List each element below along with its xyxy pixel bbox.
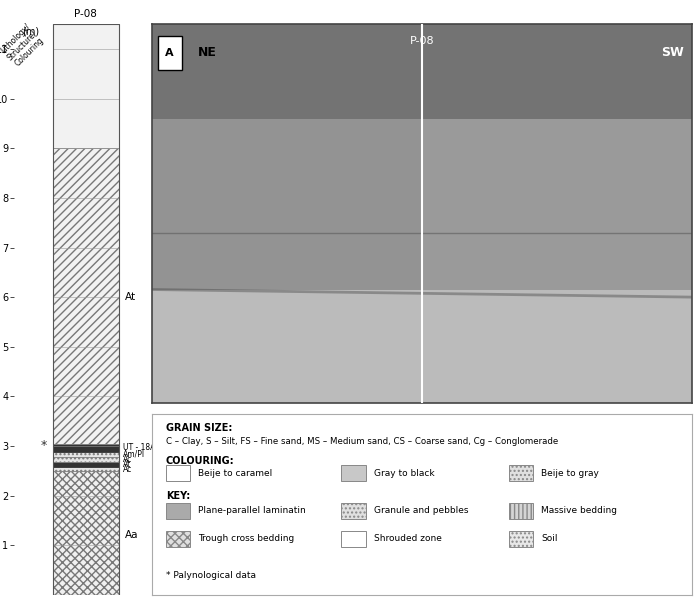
Bar (509, 531, 533, 547)
Text: Trough cross bedding: Trough cross bedding (199, 534, 294, 543)
Text: Granule and pebbles: Granule and pebbles (374, 506, 468, 515)
Text: C – Clay, S – Silt, FS – Fine sand, MS – Medium sand, CS – Coarse sand, Cg – Con: C – Clay, S – Silt, FS – Fine sand, MS –… (166, 437, 559, 446)
Text: Am/Pl: Am/Pl (123, 450, 145, 459)
Bar (422, 119, 692, 290)
Text: Massive bedding: Massive bedding (541, 506, 617, 515)
Text: KEY:: KEY: (166, 491, 190, 501)
Text: A: A (166, 48, 174, 58)
Text: Beije to caramel: Beije to caramel (199, 469, 273, 478)
Text: P-08: P-08 (410, 36, 435, 46)
Bar (341, 465, 366, 481)
Text: Soil: Soil (541, 534, 557, 543)
Text: * Palynological data: * Palynological data (166, 571, 256, 580)
Bar (166, 531, 190, 547)
Bar (52, 24, 120, 595)
Text: COLOURING:: COLOURING: (166, 456, 235, 466)
Bar (152, 290, 692, 403)
Text: *: * (41, 438, 48, 452)
Bar (166, 465, 190, 481)
Text: SW: SW (661, 46, 684, 59)
Text: Ac: Ac (123, 465, 132, 474)
Text: Aa: Aa (124, 531, 138, 540)
Text: Gray to black: Gray to black (374, 469, 434, 478)
Text: UT - 18A: UT - 18A (123, 443, 156, 452)
Text: GRAIN SIZE:: GRAIN SIZE: (166, 422, 232, 433)
Bar (52, 24, 120, 148)
Bar (341, 503, 366, 519)
Bar (509, 503, 533, 519)
Text: Lithology/
Structure/
Colouring: Lithology/ Structure/ Colouring (0, 22, 46, 70)
Bar (52, 462, 120, 467)
Bar (52, 444, 120, 452)
Bar (52, 471, 120, 595)
Text: Plane-parallel laminatin: Plane-parallel laminatin (199, 506, 306, 515)
Bar (52, 452, 120, 457)
Bar (341, 531, 366, 547)
Bar (52, 148, 120, 444)
Text: At: At (123, 460, 131, 469)
Text: At: At (124, 292, 136, 302)
Bar (52, 467, 120, 471)
Bar (152, 24, 692, 119)
Bar (158, 36, 182, 70)
Text: (m): (m) (22, 27, 39, 36)
Bar (152, 119, 422, 290)
Bar (166, 503, 190, 519)
Text: Ac: Ac (123, 455, 132, 464)
Bar (509, 465, 533, 481)
Text: P-08: P-08 (75, 9, 97, 19)
Text: Shrouded zone: Shrouded zone (374, 534, 442, 543)
Text: Beije to gray: Beije to gray (541, 469, 599, 478)
Bar (52, 457, 120, 462)
Text: NE: NE (199, 46, 217, 59)
